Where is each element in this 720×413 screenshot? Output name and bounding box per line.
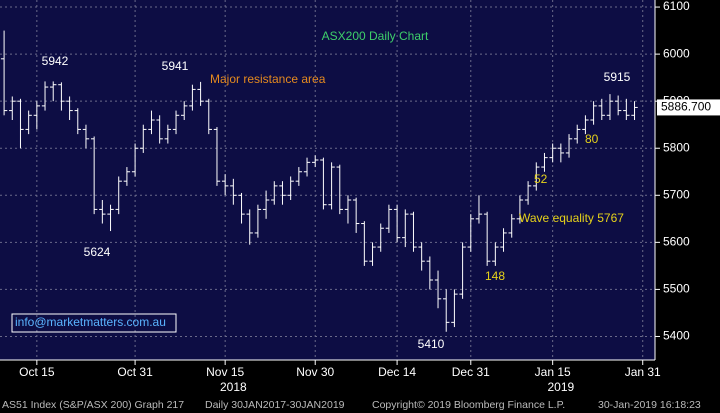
footer-text: 30-Jan-2019 16:18:23 <box>598 399 701 411</box>
x-tick-label: Jan 31 <box>625 365 661 379</box>
y-tick-label: 5500 <box>663 282 690 296</box>
chart-title: ASX200 Daily Chart <box>322 29 429 43</box>
y-tick-label: 5600 <box>663 235 690 249</box>
y-tick-label: 5700 <box>663 187 690 201</box>
x-tick-label: Oct 15 <box>19 365 55 379</box>
y-tick-label: 6100 <box>663 0 690 13</box>
footer-bar <box>0 397 720 413</box>
annotation: 148 <box>485 269 505 283</box>
x-tick-label: Dec 14 <box>378 365 416 379</box>
plot-area <box>0 0 655 360</box>
x-tick-label: Dec 31 <box>452 365 490 379</box>
last-price-box <box>657 99 720 116</box>
x-tick-label: Nov 15 <box>206 365 244 379</box>
source-box <box>11 313 177 333</box>
x-tick-label: Nov 30 <box>296 365 334 379</box>
footer-text: Daily 30JAN2017-30JAN2019 <box>205 399 345 411</box>
annotation: 5410 <box>418 337 445 351</box>
annotation: 5941 <box>162 59 189 73</box>
annotation: 5942 <box>42 54 69 68</box>
annotation: Wave equality 5767 <box>519 211 624 225</box>
y-tick-label: 6000 <box>663 46 690 60</box>
x-tick-label: Oct 31 <box>117 365 153 379</box>
annotation: 5624 <box>84 245 111 259</box>
x-tick-label: Jan 15 <box>535 365 571 379</box>
y-tick-label: 5800 <box>663 140 690 154</box>
year-label: 2019 <box>547 380 574 394</box>
annotation: 52 <box>534 172 548 186</box>
source-text: info@marketmatters.com.au <box>15 315 166 329</box>
y-tick-label: 5400 <box>663 329 690 343</box>
annotation: 80 <box>585 132 599 146</box>
footer-text: Copyright© 2019 Bloomberg Finance L.P. <box>372 399 565 411</box>
annotation: 5915 <box>604 70 631 84</box>
year-label: 2018 <box>220 380 247 394</box>
annotation: Major resistance area <box>210 72 326 86</box>
footer-text: AS51 Index (S&P/ASX 200) Graph 217 <box>2 399 184 411</box>
last-price-label: 5886.700 <box>661 100 711 114</box>
